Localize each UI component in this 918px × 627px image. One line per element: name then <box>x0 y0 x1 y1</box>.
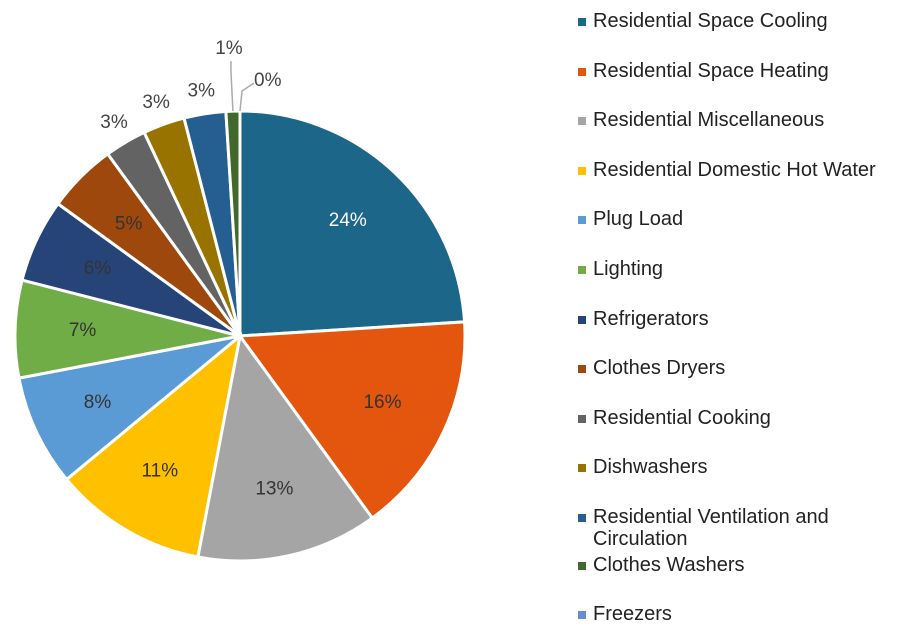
legend-swatch <box>578 414 586 423</box>
data-label: 7% <box>69 320 97 341</box>
pie-slice <box>238 109 467 338</box>
data-label: 3% <box>188 81 216 102</box>
legend-swatch <box>578 166 586 175</box>
data-label: 11% <box>142 461 179 482</box>
legend-item: Plug Load <box>578 208 914 230</box>
data-label: 16% <box>363 392 401 413</box>
data-label: 5% <box>115 214 143 235</box>
legend-item: Residential Ventilation and Circulation <box>578 506 914 550</box>
pie-slice <box>64 332 243 559</box>
legend-item: Residential Miscellaneous <box>578 109 914 131</box>
data-label: 1% <box>215 38 243 59</box>
legend-label: Clothes Dryers <box>593 357 726 380</box>
legend-label: Lighting <box>593 258 664 280</box>
legend-item: Lighting <box>578 258 914 280</box>
data-label: 24% <box>329 210 367 231</box>
data-label: 8% <box>84 392 112 413</box>
pie-slice <box>196 332 375 563</box>
legend-label: Residential Ventilation and Circulation <box>593 506 829 550</box>
data-label: 3% <box>100 112 128 133</box>
legend-item: Residential Cooking <box>578 407 914 429</box>
legend-item: Residential Space Heating <box>578 60 914 82</box>
legend-label: Residential Domestic Hot Water <box>593 158 876 181</box>
leader-line <box>230 61 234 112</box>
legend-label: Plug Load <box>593 208 684 231</box>
data-label: 6% <box>84 258 112 279</box>
legend-label: Dishwashers <box>593 456 708 479</box>
legend-swatch <box>578 514 586 522</box>
legend-swatch <box>578 117 586 126</box>
legend-swatch <box>578 464 586 473</box>
legend-swatch <box>578 365 586 374</box>
legend-item: Dishwashers <box>578 456 914 478</box>
legend-label: Clothes Washers <box>593 553 745 576</box>
legend-swatch <box>578 216 586 225</box>
data-label: 0% <box>254 70 282 91</box>
chart: 24% 16% 13% 11% 8% 7% 6% 5% 3% 3% 3% 1% 0% <box>13 38 467 563</box>
legend-item: Clothes Dryers <box>578 357 914 379</box>
data-label: 3% <box>142 92 170 113</box>
legend-label: Residential Miscellaneous <box>593 109 825 132</box>
data-label: 13% <box>255 479 293 500</box>
legend-swatch <box>578 67 586 76</box>
legend-item: Residential Space Cooling <box>578 10 914 32</box>
pie-slice <box>237 320 467 521</box>
legend-item: Freezers <box>578 603 914 625</box>
legend-swatch <box>578 611 586 620</box>
legend-swatch <box>578 18 586 26</box>
legend-item: Residential Domestic Hot Water <box>578 159 914 181</box>
pie-slice <box>17 334 241 482</box>
legend-label: Refrigerators <box>593 307 709 330</box>
legend-item: Refrigerators <box>578 308 914 330</box>
legend-swatch <box>578 266 586 274</box>
legend-label: Residential Cooking <box>593 406 771 429</box>
legend-label: Residential Space Cooling <box>593 10 828 32</box>
leader-line <box>239 82 255 112</box>
legend-label: Residential Space Heating <box>593 59 829 82</box>
legend-item: Clothes Washers <box>578 554 914 576</box>
legend-label: Freezers <box>593 603 672 626</box>
legend-swatch <box>578 561 586 570</box>
legend-swatch <box>578 315 586 324</box>
